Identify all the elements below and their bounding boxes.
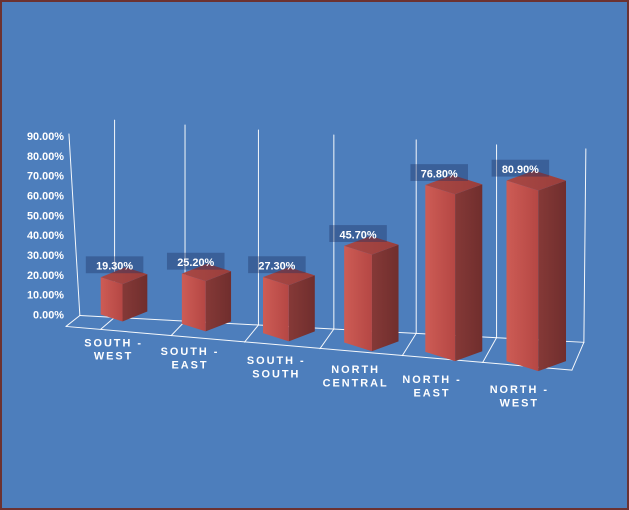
floor-separator: [100, 316, 116, 330]
wall-right-edge: [583, 148, 587, 343]
bar-front-face: [263, 277, 289, 342]
bar-top-face: [100, 267, 148, 285]
bar-top-face: [506, 170, 567, 191]
data-label-background: [166, 252, 225, 270]
y-axis-tick-label: 20.00%: [27, 270, 64, 282]
data-label: 19.30%: [96, 261, 133, 273]
data-label: 76.80%: [421, 169, 458, 181]
bar-side-face: [455, 184, 483, 362]
bar-side-face: [288, 275, 315, 342]
y-axis-tick-label: 40.00%: [27, 230, 64, 242]
category-label: SOUTH -EAST: [161, 346, 220, 371]
data-label: 27.30%: [258, 261, 295, 273]
bar-side-face: [205, 271, 232, 332]
category-label: NORTH -WEST: [490, 384, 549, 409]
y-axis-tick-label: 50.00%: [27, 210, 64, 222]
data-label-background: [85, 256, 144, 274]
bar-front-face: [181, 273, 206, 332]
category-label: SOUTH -WEST: [84, 337, 143, 362]
category-label: NORTH CENTRAL: [323, 364, 389, 389]
bar-front-face: [425, 184, 456, 362]
floor-front-edge: [65, 325, 573, 371]
y-axis-tick-label: 70.00%: [27, 171, 64, 183]
y-axis-tick-label: 0.00%: [33, 309, 64, 321]
y-axis-tick-label: 30.00%: [27, 250, 64, 262]
data-label-background: [248, 256, 306, 274]
floor-separator: [244, 324, 259, 343]
bar-front-face: [100, 277, 123, 322]
data-label: 80.90%: [502, 164, 539, 176]
bar-side-face: [371, 244, 399, 352]
y-axis-tick-label: 90.00%: [27, 131, 64, 143]
category-label: SOUTH -SOUTH: [247, 355, 306, 380]
floor-separator: [319, 328, 335, 350]
data-label-background: [410, 164, 468, 181]
floor-separator: [401, 332, 417, 357]
category-label: NORTH -EAST: [402, 374, 461, 399]
floor-right-edge: [571, 341, 585, 371]
bar-top-face: [263, 267, 315, 286]
y-axis-line: [68, 133, 81, 317]
y-axis-tick-label: 80.00%: [27, 151, 64, 163]
bar-top-face: [425, 175, 483, 195]
bar-top-face: [181, 263, 232, 282]
floor-separator: [482, 337, 498, 363]
floor-left-edge: [65, 315, 81, 327]
floor-back-edge: [79, 315, 585, 343]
data-label: 45.70%: [340, 229, 377, 241]
y-axis-tick-label: 60.00%: [27, 190, 64, 202]
bar-side-face: [122, 274, 148, 322]
y-axis-tick-label: 10.00%: [27, 290, 64, 302]
bar-front-face: [344, 245, 372, 352]
bar-top-face: [344, 236, 399, 255]
bar-side-face: [538, 180, 567, 372]
data-label-background: [491, 159, 550, 177]
bar-front-face: [506, 180, 539, 372]
data-label-background: [329, 225, 387, 242]
data-label: 25.20%: [177, 257, 214, 269]
